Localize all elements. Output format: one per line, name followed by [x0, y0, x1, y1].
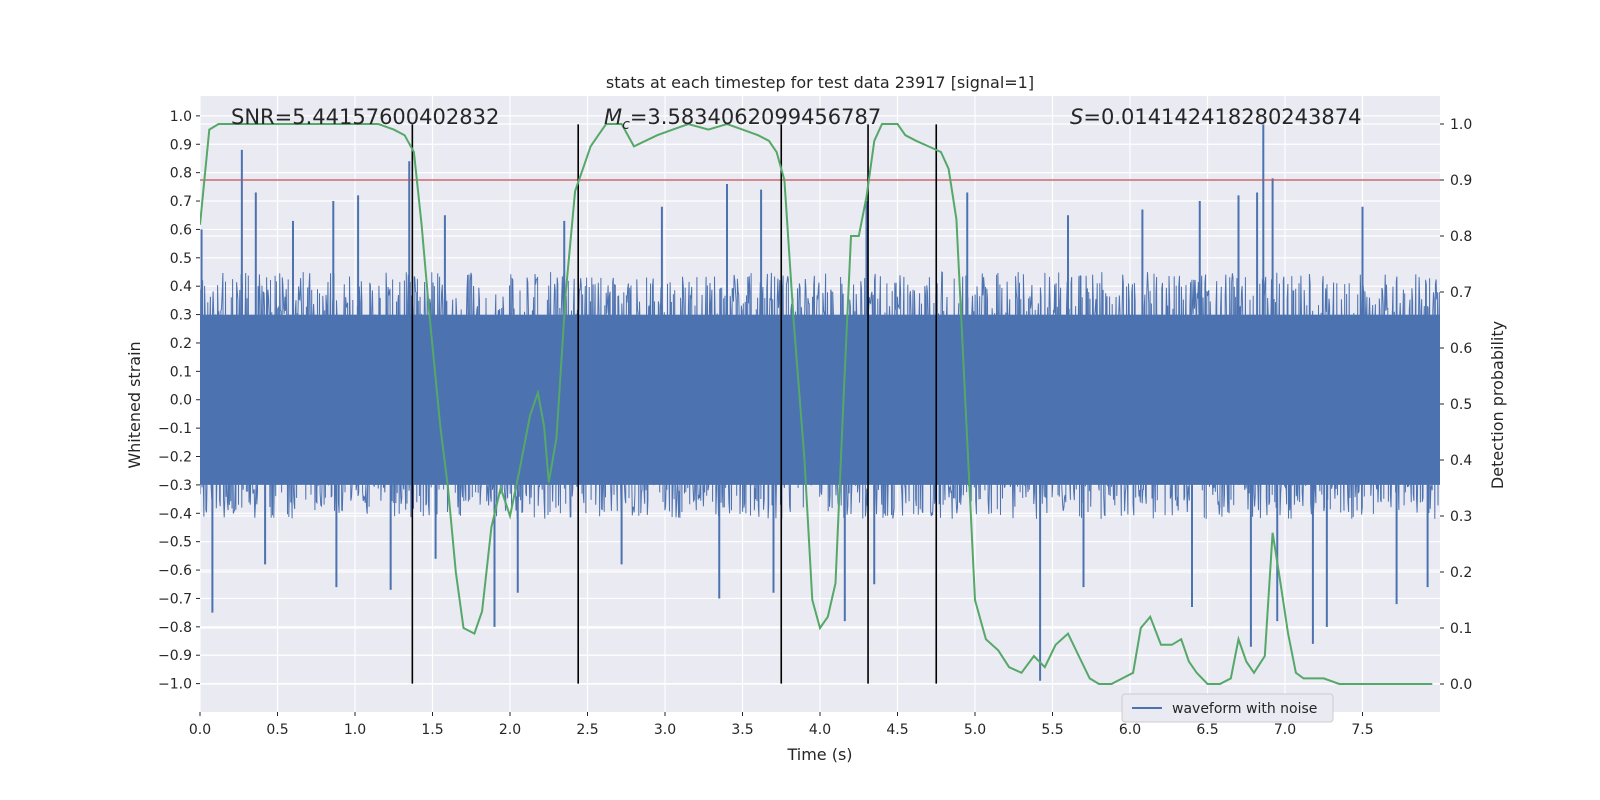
y-tick-label: 0.9 [170, 137, 192, 153]
snr-annotation: SNR=5.44157600402832 [231, 105, 499, 129]
chirp-mass-annotation: Mc=3.5834062099456787 [604, 105, 881, 133]
legend-label: waveform with noise [1172, 701, 1317, 717]
y-tick-label: 0.2 [170, 336, 192, 352]
y-tick-label: 0.1 [170, 364, 192, 380]
y-tick-label: −0.3 [158, 478, 192, 494]
legend: waveform with noise [1121, 693, 1334, 723]
x-tick-label: 5.0 [964, 722, 986, 738]
y-axis-ticks: 1.0 0.9 0.8 0.7 0.6 0.5 0.4 0.3 0.2 0.1 0.0 −0.1 −0.… [158, 109, 200, 693]
x-tick-label: 6.5 [1196, 722, 1218, 738]
x-axis-ticks: 0.0 0.5 1.0 1.5 2.0 2.5 3.0 3.5 4.0 4.5 5.0 5.5 6.0 6… [189, 712, 1374, 738]
x-tick-label: 3.0 [654, 722, 676, 738]
x-tick-label: 2.5 [576, 722, 598, 738]
y-axis-label: Whitened strain [125, 341, 144, 468]
y-tick-label: −0.9 [158, 648, 192, 664]
y2-tick-label: 0.8 [1450, 229, 1472, 245]
x-tick-label: 0.5 [266, 722, 288, 738]
y-tick-label: −0.5 [158, 535, 192, 551]
y-tick-label: 0.3 [170, 308, 192, 324]
x-tick-label: 0.0 [189, 722, 211, 738]
x-axis-label: Time (s) [786, 745, 852, 764]
x-tick-label: 4.0 [809, 722, 831, 738]
y2-tick-label: 0.5 [1450, 397, 1472, 413]
y-tick-label: −0.4 [158, 506, 192, 522]
y2-tick-label: 1.0 [1450, 117, 1472, 133]
y-tick-label: −0.7 [158, 591, 192, 607]
y-tick-label: 0.4 [170, 279, 192, 295]
waveform-layer [200, 124, 1440, 681]
y-tick-label: 0.5 [170, 251, 192, 267]
chirp-mass-symbol: M [604, 105, 622, 129]
x-tick-label: 7.0 [1274, 722, 1296, 738]
y-tick-label: 0.0 [170, 393, 192, 409]
s-value: =0.014142418280243874 [1083, 105, 1361, 129]
y2-tick-label: 0.4 [1450, 453, 1472, 469]
x-tick-label: 4.5 [886, 722, 908, 738]
y2-tick-label: 0.9 [1450, 173, 1472, 189]
y-tick-label: 0.8 [170, 166, 192, 182]
x-tick-label: 6.0 [1119, 722, 1141, 738]
y-tick-label: −0.8 [158, 620, 192, 636]
y2-tick-label: 0.0 [1450, 677, 1472, 693]
s-symbol: S [1070, 105, 1083, 129]
x-tick-label: 3.5 [731, 722, 753, 738]
y-tick-label: 1.0 [170, 109, 192, 125]
vertical-markers [411, 124, 938, 684]
x-tick-label: 2.0 [499, 722, 521, 738]
x-tick-label: 1.5 [421, 722, 443, 738]
y2-tick-label: 0.6 [1450, 341, 1472, 357]
x-tick-label: 7.5 [1351, 722, 1373, 738]
y-tick-label: 0.7 [170, 194, 192, 210]
y-tick-label: −1.0 [158, 677, 192, 693]
y2-tick-label: 0.2 [1450, 565, 1472, 581]
waveform-core-band [200, 314, 1440, 485]
y2-tick-label: 0.1 [1450, 621, 1472, 637]
y-tick-label: −0.6 [158, 563, 192, 579]
x-tick-label: 1.0 [344, 722, 366, 738]
y-tick-label: −0.1 [158, 421, 192, 437]
detection-probability-series [200, 122, 1433, 685]
chirp-mass-value: =3.5834062099456787 [630, 105, 881, 129]
x-tick-label: 5.5 [1041, 722, 1063, 738]
y-tick-label: −0.2 [158, 450, 192, 466]
y2-axis-label: Detection probability [1488, 321, 1507, 489]
y-tick-label: 0.6 [170, 222, 192, 238]
y2-tick-label: 0.7 [1450, 285, 1472, 301]
y2-axis-ticks: 1.0 0.9 0.8 0.7 0.6 0.5 0.4 0.3 0.2 0.1 0.0 [1440, 117, 1472, 693]
chirp-mass-subscript: c [622, 117, 630, 133]
chart-title: stats at each timestep for test data 239… [606, 73, 1034, 92]
y2-tick-label: 0.3 [1450, 509, 1472, 525]
legend-box [1121, 693, 1334, 723]
s-annotation: S=0.014142418280243874 [1070, 105, 1361, 129]
